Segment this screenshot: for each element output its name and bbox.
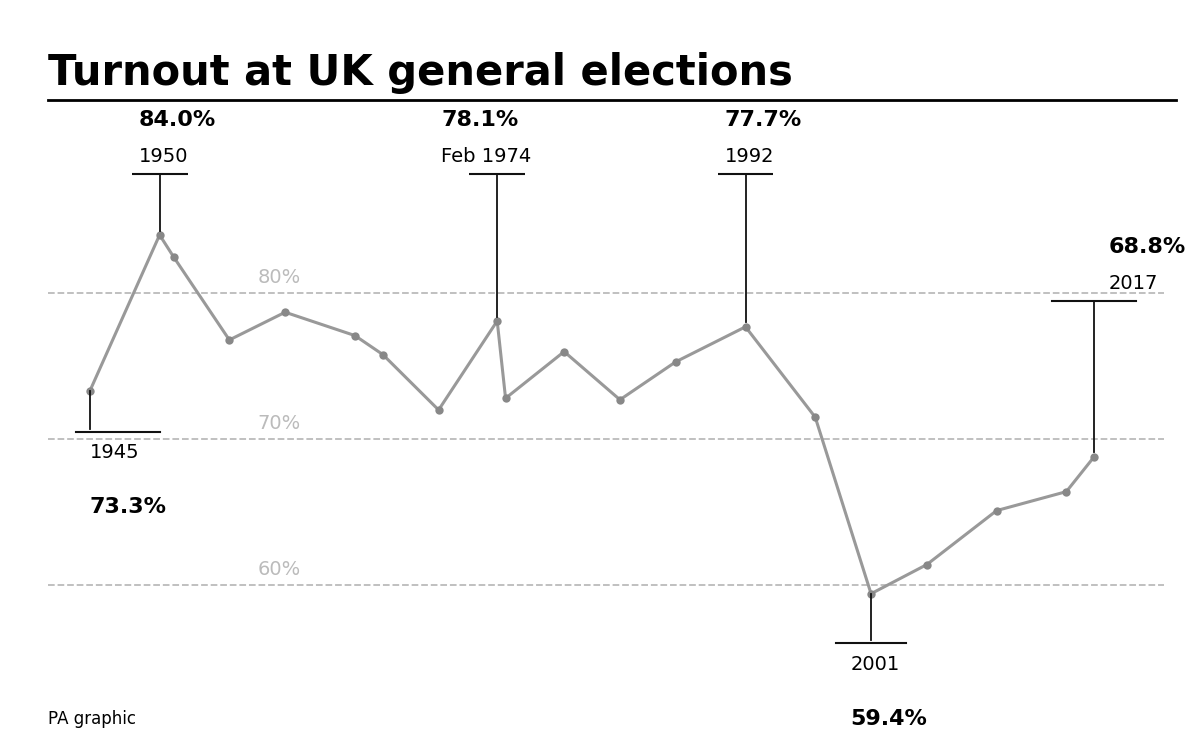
- Text: 2001: 2001: [850, 655, 899, 674]
- Text: 80%: 80%: [257, 268, 300, 287]
- Text: 1992: 1992: [725, 147, 774, 166]
- Text: PA graphic: PA graphic: [48, 710, 136, 728]
- Text: 68.8%: 68.8%: [1109, 236, 1186, 257]
- Text: 78.1%: 78.1%: [442, 110, 518, 130]
- Text: Turnout at UK general elections: Turnout at UK general elections: [48, 52, 793, 94]
- Text: 59.4%: 59.4%: [850, 709, 928, 729]
- Text: Feb 1974: Feb 1974: [442, 147, 532, 166]
- Text: 73.3%: 73.3%: [90, 497, 167, 517]
- Text: 77.7%: 77.7%: [725, 110, 802, 130]
- Text: 60%: 60%: [257, 560, 300, 579]
- Text: 84.0%: 84.0%: [139, 110, 216, 130]
- Text: 70%: 70%: [257, 415, 300, 433]
- Text: 1950: 1950: [139, 147, 188, 166]
- Text: 2017: 2017: [1109, 274, 1158, 293]
- Text: 1945: 1945: [90, 443, 139, 463]
